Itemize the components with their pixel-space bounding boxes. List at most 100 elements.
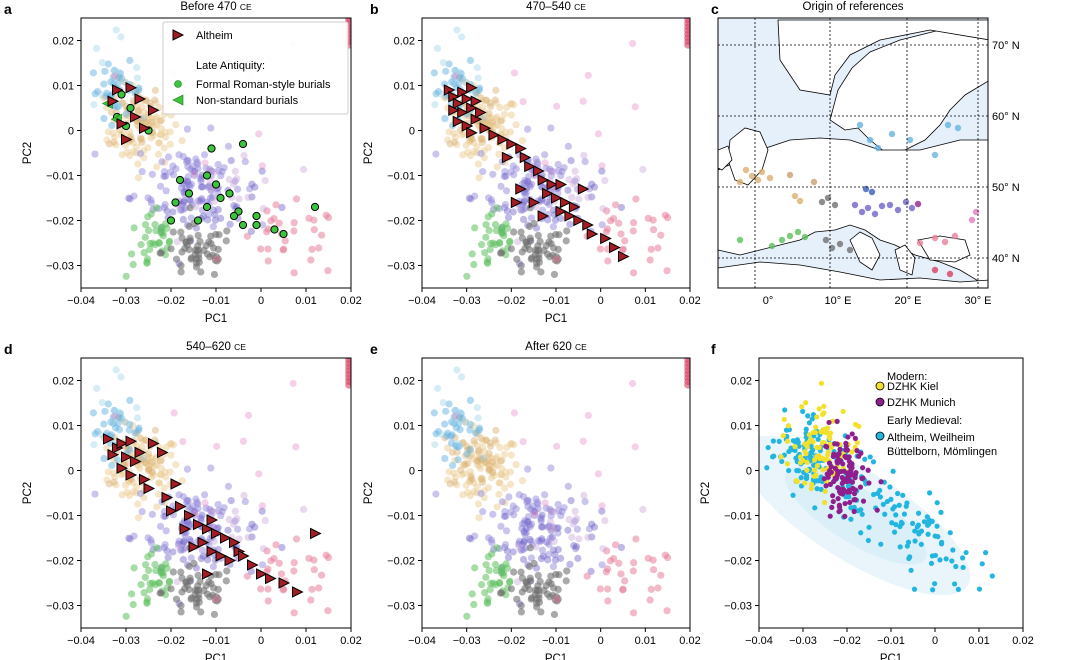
munich-point: [839, 486, 846, 492]
y-tick-label: −0.02: [387, 556, 415, 568]
altheim-point: [130, 111, 142, 123]
reference-point: [457, 373, 466, 381]
reference-point: [598, 507, 606, 515]
reference-point: [487, 196, 495, 204]
reference-point: [141, 233, 149, 241]
panel-title: 540–620 CE: [186, 341, 246, 353]
reference-point: [500, 144, 509, 152]
reference-point: [194, 504, 202, 513]
reference-point: [141, 459, 149, 467]
kiel-point: [819, 440, 826, 446]
reference-point: [475, 424, 484, 432]
formal-burial-point: [238, 139, 248, 149]
reference-point: [215, 167, 223, 175]
reference-point: [464, 459, 472, 468]
altheim-point: [197, 536, 210, 549]
reference-point: [466, 477, 474, 485]
reference-point: [258, 167, 266, 175]
reference-point: [522, 189, 530, 197]
reference-point: [629, 227, 637, 235]
y-tick-label: 0.01: [53, 421, 74, 433]
altheim-point: [488, 129, 501, 141]
y-tick-label: 0: [409, 126, 415, 138]
reference-point: [292, 195, 301, 203]
reference-point: [267, 557, 275, 565]
reference-point: [190, 170, 199, 178]
reference-point: [166, 128, 174, 136]
reference-point: [552, 255, 561, 263]
reference-point: [453, 448, 461, 456]
reference-point: [560, 504, 568, 512]
early-medieval-point: [906, 555, 912, 562]
y-tick-label: −0.03: [46, 261, 74, 273]
reference-point: [161, 128, 169, 136]
plot-area: [759, 380, 995, 596]
reference-point: [116, 409, 125, 418]
reference-point: [549, 223, 558, 231]
reference-point: [130, 532, 138, 540]
reference-point: [468, 475, 476, 484]
reference-point: [112, 26, 120, 34]
formal-burial-point: [279, 229, 288, 239]
reference-point: [308, 245, 316, 253]
reference-point: [518, 588, 526, 596]
reference-point: [537, 514, 545, 522]
reference-point: [103, 476, 111, 484]
reference-point: [480, 154, 488, 162]
reference-point: [604, 585, 612, 593]
reference-point: [167, 245, 175, 253]
reference-point: [546, 505, 554, 513]
reference-point: [151, 122, 159, 130]
x-axis-label: PC1: [545, 313, 567, 325]
reference-point: [448, 431, 456, 439]
reference-point: [477, 136, 485, 144]
reference-point: [184, 178, 192, 186]
reference-point: [647, 585, 655, 593]
panel-title: Before 470 CE: [180, 1, 252, 13]
altheim-point: [143, 482, 156, 495]
reference-point: [202, 242, 210, 250]
reference-point: [533, 498, 541, 506]
x-axis-label: PC1: [205, 313, 227, 325]
kiel-point: [827, 441, 833, 447]
early-medieval-point: [786, 467, 792, 474]
reference-point: [451, 412, 460, 420]
reference-point: [596, 585, 604, 593]
reference-point: [192, 155, 200, 163]
reference-point: [299, 505, 308, 514]
reference-point: [479, 168, 487, 176]
reference-point: [484, 213, 492, 221]
reference-point: [532, 155, 540, 163]
reference-point: [247, 567, 255, 576]
reference-point: [518, 524, 526, 532]
reference-point: [251, 183, 259, 191]
early-medieval-point: [963, 549, 969, 556]
reference-point: [206, 194, 215, 202]
reference-point: [510, 101, 518, 109]
title-main: 470–540: [526, 1, 574, 13]
reference-point: [550, 537, 558, 545]
reference-point: [629, 567, 637, 575]
reference-point: [491, 436, 499, 444]
reference-point: [210, 197, 218, 205]
legend-munich-marker: [875, 397, 885, 407]
early-medieval-point: [769, 454, 776, 460]
reference-point: [264, 597, 272, 605]
early-medieval-point: [932, 533, 938, 539]
plot-area: [89, 358, 351, 620]
kiel-point: [827, 430, 834, 436]
reference-point: [258, 561, 267, 569]
x-tick-label: −0.01: [202, 295, 230, 307]
early-medieval-point: [764, 465, 770, 471]
reference-point: [164, 153, 173, 161]
reference-point: [473, 441, 481, 450]
munich-point: [842, 500, 848, 507]
reference-point: [507, 99, 516, 108]
reference-point: [215, 231, 223, 239]
reference-point: [147, 134, 155, 142]
x-tick-label: −0.02: [833, 635, 861, 647]
reference-point: [290, 227, 298, 235]
reference-point: [179, 546, 187, 554]
reference-point: [130, 224, 138, 232]
reference-point: [450, 416, 458, 425]
